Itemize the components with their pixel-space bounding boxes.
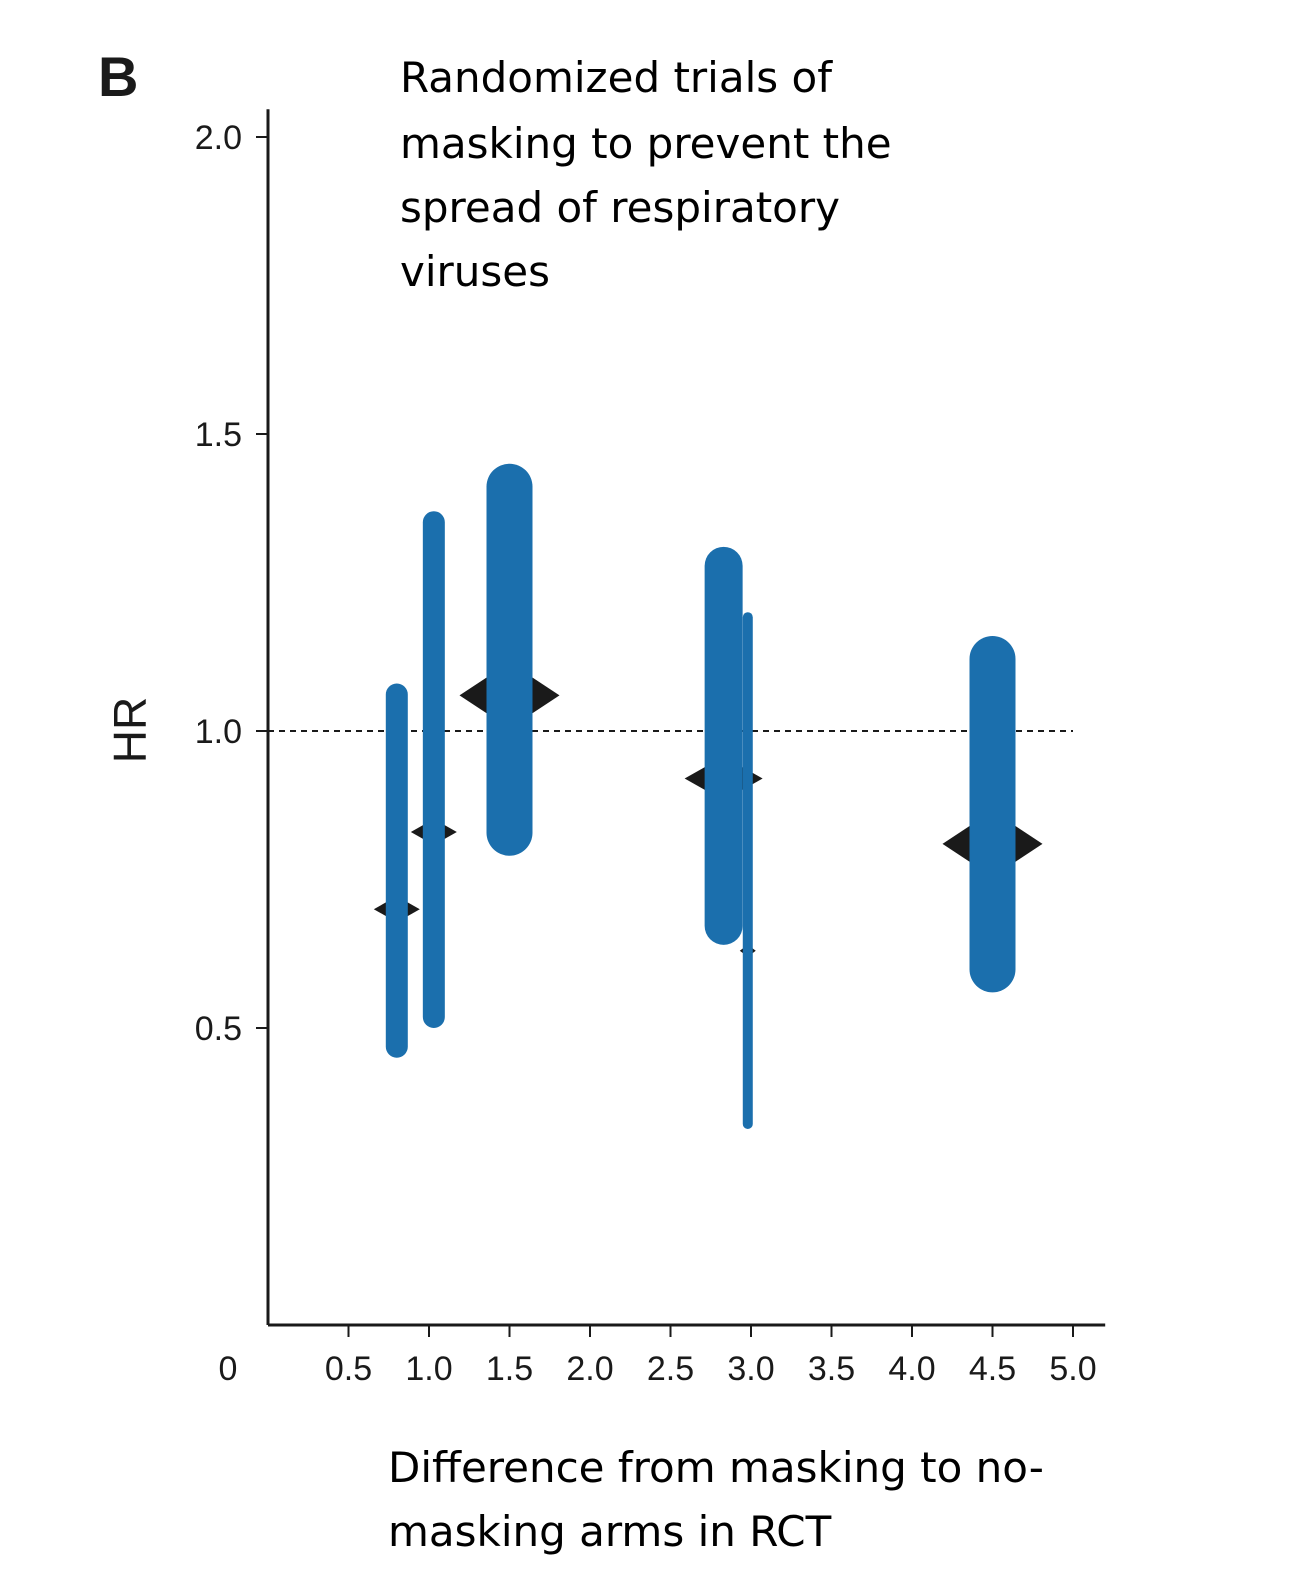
- x-tick-label: 5.0: [1049, 1350, 1096, 1388]
- y-axis-label: HR: [104, 697, 156, 763]
- panel-label: B: [98, 45, 138, 108]
- confidence-interval-bar: [969, 635, 1016, 993]
- x-axis-title-line: masking arms in RCT: [388, 1507, 832, 1556]
- x-tick-label: 3.0: [727, 1350, 774, 1388]
- confidence-interval-bar: [385, 683, 408, 1058]
- confidence-interval-bar: [422, 511, 445, 1029]
- confidence-interval-bar: [704, 546, 743, 945]
- y-tick-label: 1.0: [195, 713, 242, 751]
- x-tick-label: 0.5: [325, 1350, 372, 1388]
- y-axis-title: HR: [104, 697, 156, 763]
- x-tick-label: 1.5: [486, 1350, 533, 1388]
- x-tick-label: 2.5: [647, 1350, 694, 1388]
- x-tick-label: 4.0: [888, 1350, 935, 1388]
- confidence-interval-bar: [486, 463, 533, 856]
- x-tick-label: 3.5: [808, 1350, 855, 1388]
- title-line: Randomized trials of: [400, 53, 833, 102]
- x-tick-label: 4.5: [969, 1350, 1016, 1388]
- y-tick-label: 1.5: [195, 416, 242, 454]
- plot-area: 0.5 1.0 1.5 2.0 0.5 1.0 1.5 2.0 2.5 3.0 3.5 4.0 4.5 5…: [195, 109, 1106, 1388]
- x-tick-label: 2.0: [566, 1350, 613, 1388]
- confidence-interval-bar: [742, 612, 753, 1129]
- title-line: viruses: [400, 247, 550, 296]
- y-tick-label: 0.5: [195, 1010, 242, 1048]
- x-axis-label: Difference from masking to no- masking a…: [388, 1443, 1044, 1556]
- chart-title: Randomized trials of masking to prevent …: [400, 53, 892, 296]
- title-line: spread of respiratory: [400, 183, 840, 232]
- x-tick-label: 1.0: [405, 1350, 452, 1388]
- x-axis-title-line: Difference from masking to no-: [388, 1443, 1044, 1492]
- y-tick-label: 2.0: [195, 119, 242, 157]
- title-line: masking to prevent the: [400, 119, 892, 168]
- x-origin-label: 0: [219, 1350, 238, 1388]
